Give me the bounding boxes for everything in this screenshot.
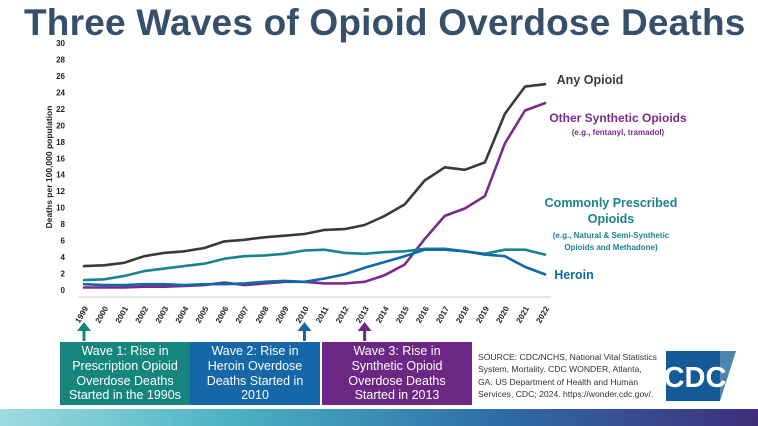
y-tick-label: 24 [56,88,65,97]
x-tick-label: 2020 [494,304,511,324]
page-title: Three Waves of Opioid Overdose Deaths [24,2,746,43]
wave-2-arrow-head [297,322,312,331]
wave-2-box: Wave 2: Rise in Heroin Overdose Deaths S… [190,342,320,405]
x-tick-label: 2016 [414,304,431,324]
y-tick-label: 4 [61,253,66,262]
bottom-decorative-band [0,409,758,426]
x-tick-label: 2000 [94,304,111,324]
wave-3-box: Wave 3: Rise in Synthetic Opioid Overdos… [322,342,472,405]
y-axis-label: Deaths per 100,000 population [44,106,54,229]
y-tick-label: 10 [56,204,65,213]
x-tick-label: 2009 [274,304,291,324]
series-labels: Any Opioid Other Synthetic Opioids (e.g., … [545,73,687,282]
heroin-line [82,248,547,287]
heroin-label: Heroin [554,268,594,282]
y-tick-label: 8 [61,220,66,229]
x-tick-label: 2001 [114,304,131,324]
wave-3-arrow-head [357,322,372,331]
x-tick-label: 2018 [454,304,471,324]
any-opioid-line [82,82,547,268]
x-tick-label: 2007 [234,304,251,324]
source-note: SOURCE: CDC/NCHS, National Vital Statist… [478,352,657,399]
y-tick-label: 26 [56,72,65,81]
x-tick-label: 2012 [334,304,351,324]
y-tick-label: 2 [61,270,66,279]
prescribed-label-line2: Opioids [588,212,635,226]
x-tick-label: 2008 [254,304,271,324]
y-tick-label: 14 [56,171,65,180]
prescribed-label-line1: Commonly Prescribed [545,196,678,210]
x-tick-label: 2013 [354,304,371,324]
prescribed-sublabel-line2: Opioids and Methadone) [564,243,658,252]
x-axis: 1999 2000 2001 2002 2003 2004 2005 2006 2007 2008… [73,296,551,325]
x-tick-label: 2002 [134,304,151,324]
series-lines [82,82,547,289]
prescribed-sublabel-line1: (e.g., Natural & Semi-Synthetic [553,231,670,240]
x-tick-label: 2022 [534,304,551,324]
y-tick-label: 6 [61,237,66,246]
x-tick-label: 2011 [314,305,331,325]
y-tick-label: 18 [56,138,65,147]
x-tick-label: 2003 [154,304,171,324]
any-opioid-label: Any Opioid [557,73,624,87]
other-synthetic-line [82,101,547,289]
x-tick-label: 2017 [434,304,451,324]
x-tick-label: 2019 [474,304,491,324]
x-tick-label: 2021 [514,304,531,324]
x-tick-label: 2014 [374,304,391,324]
y-tick-label: 30 [56,39,65,48]
x-tick-label: 2005 [194,304,211,324]
y-tick-label: 0 [61,286,66,295]
other-synthetic-sublabel: (e.g., fentanyl, tramadol) [572,128,665,137]
x-tick-label: 1999 [73,304,90,324]
y-tick-label: 16 [56,154,65,163]
y-tick-label: 22 [56,105,65,114]
x-tick-label: 2015 [394,304,411,324]
wave-1-arrow-head [77,322,91,331]
y-tick-label: 20 [56,121,65,130]
other-synthetic-label: Other Synthetic Opioids [549,111,687,125]
x-tick-label: 2004 [174,304,191,324]
y-tick-label: 28 [56,55,65,64]
cdc-logo-text: CDC [664,362,727,394]
x-tick-label: 2006 [214,304,231,324]
wave-1-box: Wave 1: Rise in Prescription Opioid Over… [60,342,190,405]
x-tick-label: 2010 [294,304,311,324]
y-tick-label: 12 [56,187,65,196]
wave-arrows [77,322,372,341]
cdc-logo: CDC [664,351,736,401]
